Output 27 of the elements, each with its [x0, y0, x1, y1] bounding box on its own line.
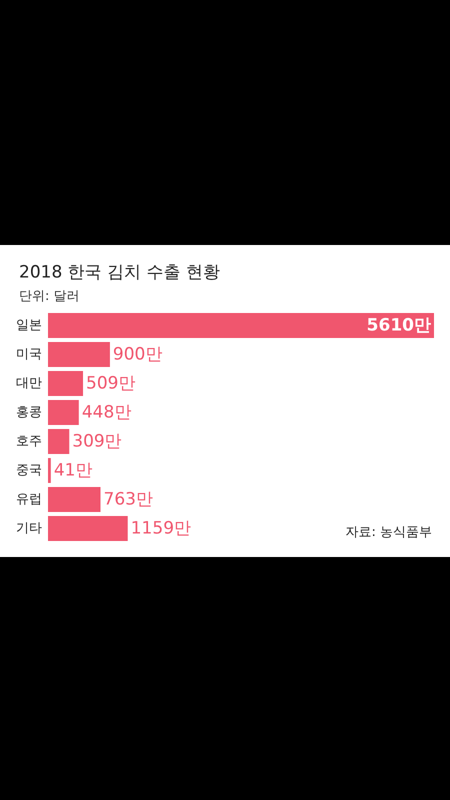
- y-tick-label: 유럽: [16, 492, 42, 507]
- data-label: 41만: [54, 460, 92, 480]
- bar: [48, 458, 51, 483]
- bar: [48, 371, 84, 396]
- data-label: 309만: [72, 432, 122, 452]
- bar: [48, 487, 100, 512]
- y-tick-label: 호주: [16, 434, 42, 449]
- y-tick-label: 미국: [16, 347, 42, 362]
- bar: [48, 400, 79, 425]
- data-label: 1159만: [130, 518, 192, 538]
- chart-subtitle: 단위: 달러: [19, 289, 80, 304]
- data-label: 900만: [112, 344, 162, 364]
- y-tick-label: 홍콩: [16, 405, 42, 420]
- bar: [48, 342, 110, 367]
- y-tick-label: 대만: [16, 376, 42, 391]
- y-tick-label: 중국: [16, 463, 42, 478]
- y-tick-label: 기타: [16, 521, 42, 536]
- y-tick-label: 일본: [16, 318, 42, 333]
- bar: [48, 516, 128, 541]
- data-label: 763만: [104, 490, 153, 510]
- bar: [48, 313, 434, 338]
- bar: [48, 429, 70, 454]
- annotation: 자료: 농식품부: [345, 525, 432, 540]
- chart-title: 2018 한국 김치 수출 현황: [19, 262, 220, 282]
- data-label: 5610만: [366, 316, 431, 336]
- data-label: 509만: [86, 374, 136, 394]
- data-label: 448만: [82, 402, 132, 422]
